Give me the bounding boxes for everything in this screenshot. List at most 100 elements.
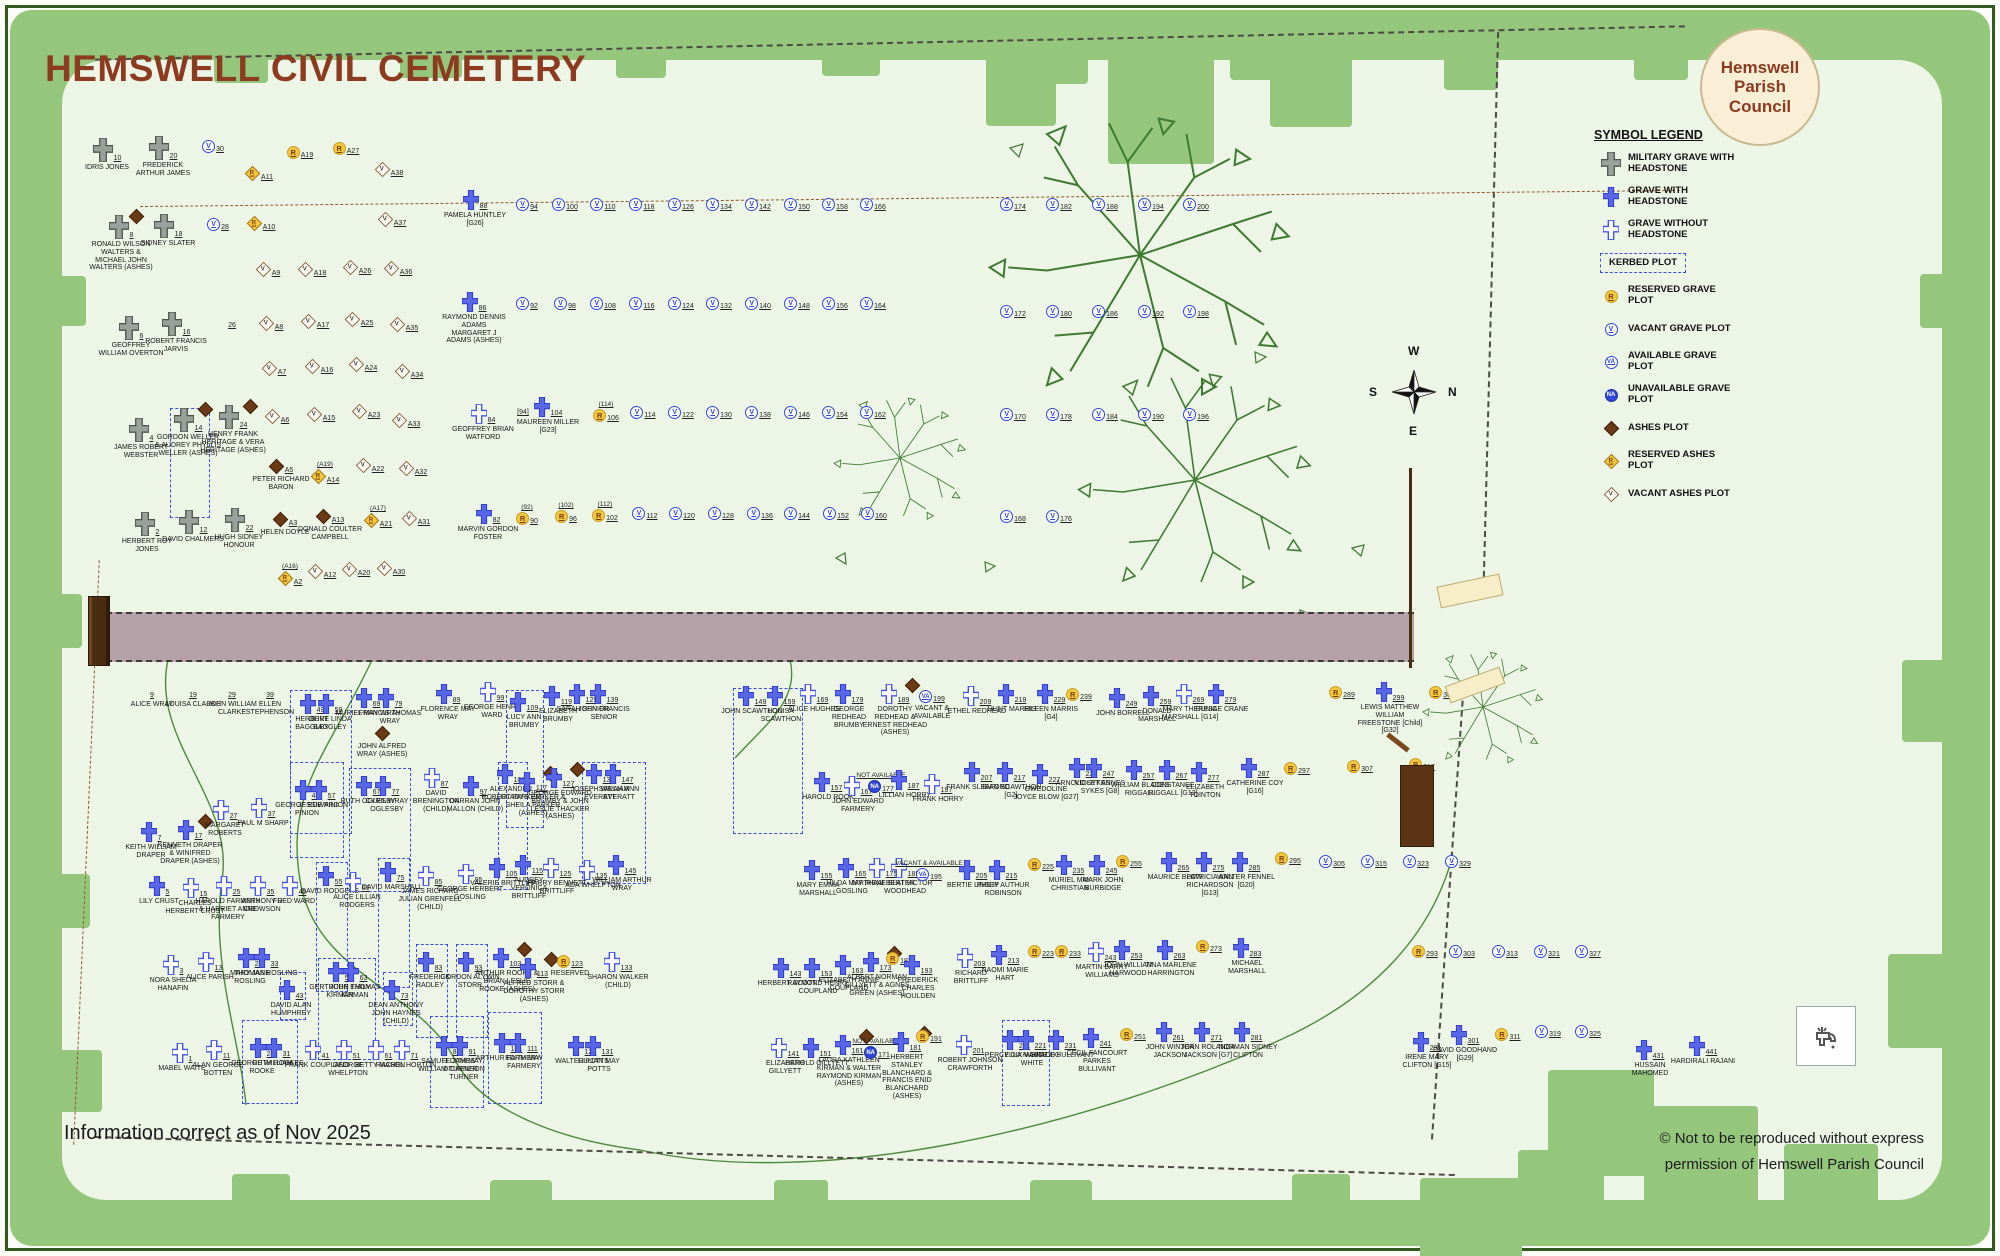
grave-no-headstone-197[interactable]: 197 FRANK HORRY bbox=[901, 774, 975, 804]
vacant-ashes-plot-A33[interactable]: V A33 bbox=[369, 412, 443, 429]
grave-headstone-257[interactable]: 257 WILLIAM BLADES RIGGALL bbox=[1103, 760, 1177, 798]
vacant-ashes-plot-A26[interactable]: V A26 bbox=[320, 259, 394, 276]
reserved-plot-A19[interactable]: R A19 bbox=[263, 146, 337, 159]
vacant-plot-124[interactable]: V 124 bbox=[644, 297, 718, 310]
military-grave-16[interactable]: 16 ROBERT FRANCIS JARVIS bbox=[139, 312, 213, 354]
military-grave-12[interactable]: 12 DAVID CHALMERS bbox=[156, 510, 230, 544]
vacant-plot-132[interactable]: V 132 bbox=[682, 297, 756, 310]
grave-no-headstone-269[interactable]: 269 MARY THERESA MARSHALL [G14] bbox=[1153, 684, 1227, 722]
vacant-plot-128[interactable]: V 128 bbox=[684, 507, 758, 520]
vacant-plot-30[interactable]: V 30 bbox=[176, 140, 250, 153]
vacant-plot-176[interactable]: V 176 bbox=[1022, 510, 1096, 523]
ashes-plot-A5[interactable]: A5 PETER RICHARD BARON bbox=[244, 458, 318, 492]
grave-headstone-229[interactable]: 229 EILEEN MARRIS [G4] bbox=[1014, 684, 1088, 722]
grave-headstone-283[interactable]: 283 MICHAEL MARSHALL bbox=[1210, 938, 1284, 976]
grave-headstone-279[interactable]: 279 EUNICE CRANE bbox=[1185, 684, 1259, 714]
grave-headstone-431[interactable]: 431 HUSSAIN MAHOMED bbox=[1613, 1040, 1687, 1078]
grave-headstone-217[interactable]: 217 JEAN SCAWTHON [G2] bbox=[974, 762, 1048, 800]
military-grave-8[interactable]: 8 RONALD WILSON WALTERS & MICHAEL JOHN WA… bbox=[84, 208, 158, 272]
vacant-plot-116[interactable]: V 116 bbox=[605, 297, 679, 310]
vacant-ashes-plot-A37[interactable]: V A37 bbox=[355, 211, 429, 228]
ashes-plot-A3[interactable]: A3 HELEN DOYLE bbox=[248, 511, 322, 537]
vacant-ashes-plot-A38[interactable]: V A38 bbox=[352, 161, 426, 178]
vacant-plot-150[interactable]: V 150 bbox=[760, 198, 834, 211]
vacant-plot-325[interactable]: V 325 bbox=[1551, 1025, 1625, 1038]
grave-no-headstone-189[interactable]: 189 DOROTHY REDHEAD & ERNEST REDHEAD (ASH… bbox=[858, 677, 932, 737]
vacant-ashes-plot-A16[interactable]: V A16 bbox=[282, 358, 356, 375]
grave-headstone-219[interactable]: 219 HUNT MARRIS bbox=[975, 684, 1049, 714]
grave-headstone-82[interactable]: 82 MARVIN GORDON FOSTER bbox=[451, 504, 525, 542]
vacant-plot-319[interactable]: V 319 bbox=[1511, 1025, 1585, 1038]
reserved-plot-106[interactable]: (114) R 106 bbox=[569, 401, 643, 422]
vacant-plot-130[interactable]: V 130 bbox=[682, 406, 756, 419]
reserved-plot-295[interactable]: R 295 bbox=[1251, 852, 1325, 865]
vacant-plot-200[interactable]: V 200 bbox=[1159, 198, 1233, 211]
grave-headstone-441[interactable]: 441 HARDIRALI RAJANI bbox=[1666, 1036, 1740, 1066]
grave-headstone-33[interactable]: 33 THOMAS ROSLING bbox=[229, 948, 303, 978]
grave-headstone-207[interactable]: 207 FRANK SLEAFORD bbox=[941, 762, 1015, 792]
reserved-plot-255[interactable]: R 255 bbox=[1092, 855, 1166, 868]
military-grave-22[interactable]: 22 HUGH SIDNEY HONOUR bbox=[202, 508, 276, 550]
military-grave-14[interactable]: 14 GORDON WELLER & AUDREY PHYLLIS WELLER … bbox=[151, 401, 225, 457]
vacant-plot-120[interactable]: V 120 bbox=[645, 507, 719, 520]
vacant-plot-148[interactable]: V 148 bbox=[760, 297, 834, 310]
grave-no-headstone-167[interactable]: 167 JOHN EDWARD FARMERY bbox=[821, 776, 895, 814]
grave-headstone-267[interactable]: 267 CONSTANCE RIGGALL [G12] bbox=[1136, 760, 1210, 798]
vacant-plot-134[interactable]: V 134 bbox=[682, 198, 756, 211]
grave-headstone-131[interactable]: 131 LILLIAN MAY POTTS bbox=[562, 1036, 636, 1074]
reserved-plot-307[interactable]: R 307 bbox=[1323, 760, 1397, 773]
grave-headstone-281[interactable]: 281 NORMAN SIDNEY CLIFTON bbox=[1211, 1022, 1285, 1060]
reserved-ashes-plot-A2[interactable]: (A16) R A2 bbox=[253, 563, 327, 587]
grave-headstone-88[interactable]: 88 PAMELA HUNTLEY [G26] bbox=[438, 190, 512, 228]
reserved-ashes-plot-A10[interactable]: R A10 bbox=[224, 215, 298, 232]
vacant-ashes-plot-A32[interactable]: V A32 bbox=[376, 460, 450, 477]
grave-no-headstone-133[interactable]: 133 SHARON WALKER (CHILD) bbox=[581, 952, 655, 990]
vacant-plot-136[interactable]: V 136 bbox=[723, 507, 797, 520]
reserved-ashes-plot-A11[interactable]: R A11 bbox=[222, 165, 296, 182]
grave-headstone-179[interactable]: 179 GEORGE REDHEAD BRUMBY bbox=[812, 684, 886, 729]
reserved-plot-102[interactable]: (112) R 102 bbox=[568, 501, 642, 522]
grave-headstone-157[interactable]: 157 HAROLD ROOK bbox=[791, 772, 865, 802]
reserved-ashes-plot-A14[interactable]: (A19) R A14 bbox=[288, 461, 362, 485]
grave-headstone-277[interactable]: 277 ELIZABETH TOINTON bbox=[1168, 762, 1242, 800]
reserved-plot-289[interactable]: R 289 bbox=[1305, 686, 1379, 699]
vacant-plot-146[interactable]: V 146 bbox=[760, 406, 834, 419]
vacant-plot-98[interactable]: V 98 bbox=[528, 297, 602, 310]
grave-headstone-259[interactable]: 259 DONALD MARSHALL bbox=[1120, 686, 1194, 724]
vacant-ashes-plot-A8[interactable]: V A8 bbox=[234, 315, 308, 332]
vacant-plot-327[interactable]: V 327 bbox=[1551, 945, 1625, 958]
military-grave-24[interactable]: 24 HENRY FRANK HERITAGE & VERA HERITAGE (… bbox=[196, 398, 270, 454]
reserved-plot-90[interactable]: (92) R 90 bbox=[490, 504, 564, 525]
vacant-ashes-plot-A31[interactable]: V A31 bbox=[379, 510, 453, 527]
reserved-ashes-plot-A21[interactable]: (A17) R A21 bbox=[341, 505, 415, 529]
vacant-plot-196[interactable]: V 196 bbox=[1159, 408, 1233, 421]
vacant-ashes-plot-A12[interactable]: V A12 bbox=[285, 563, 359, 580]
reserved-plot-297[interactable]: R 297 bbox=[1260, 762, 1334, 775]
military-grave-4[interactable]: 4 JAMES ROBERT WEBSTER bbox=[104, 418, 178, 460]
grave-headstone-86[interactable]: 86 RAYMOND DENNIS ADAMS MARGARET J ADAMS … bbox=[437, 292, 511, 345]
vacant-plot-162[interactable]: V 162 bbox=[836, 406, 910, 419]
vacant-ashes-plot-A7[interactable]: V A7 bbox=[237, 360, 311, 377]
vacant-plot-144[interactable]: V 144 bbox=[760, 507, 834, 520]
grave-plot-26[interactable]: 26 bbox=[195, 322, 269, 329]
grave-headstone-227[interactable]: 227 GWEDOLINE JOYCE BLOW [G27] bbox=[1009, 764, 1083, 802]
vacant-ashes-plot-A23[interactable]: V A23 bbox=[329, 403, 403, 420]
vacant-ashes-plot-A25[interactable]: V A25 bbox=[322, 311, 396, 328]
vacant-ashes-plot-A22[interactable]: V A22 bbox=[333, 457, 407, 474]
vacant-plot-138[interactable]: V 138 bbox=[721, 406, 795, 419]
reserved-plot-239[interactable]: R 239 bbox=[1042, 688, 1116, 701]
vacant-plot-112[interactable]: V 112 bbox=[608, 507, 682, 520]
unavailable-plot-177[interactable]: NOT AVAILABLE NA 177 bbox=[844, 772, 918, 793]
grave-headstone-104[interactable]: 104 MAUREEN MILLER [G23] bbox=[511, 397, 585, 435]
vacant-ashes-plot-A20[interactable]: V A20 bbox=[319, 561, 393, 578]
vacant-plot-198[interactable]: V 198 bbox=[1159, 305, 1233, 318]
vacant-plot-166[interactable]: V 166 bbox=[836, 198, 910, 211]
grave-headstone-187[interactable]: 187 LILLIAN HORRY bbox=[868, 770, 942, 800]
grave-headstone-145[interactable]: 145 WILLIAM ARTHUR WRAY bbox=[585, 855, 659, 893]
grave-no-headstone-37[interactable]: 37 PAUL M SHARP bbox=[226, 798, 300, 828]
vacant-plot-321[interactable]: V 321 bbox=[1510, 945, 1584, 958]
vacant-plot-160[interactable]: V 160 bbox=[837, 507, 911, 520]
grave-headstone-7[interactable]: 7 KEITH WILLIAM DRAPER bbox=[114, 822, 188, 860]
grave-headstone-31[interactable]: 31 RUTH ROOKES bbox=[241, 1038, 315, 1068]
vacant-plot-140[interactable]: V 140 bbox=[721, 297, 795, 310]
